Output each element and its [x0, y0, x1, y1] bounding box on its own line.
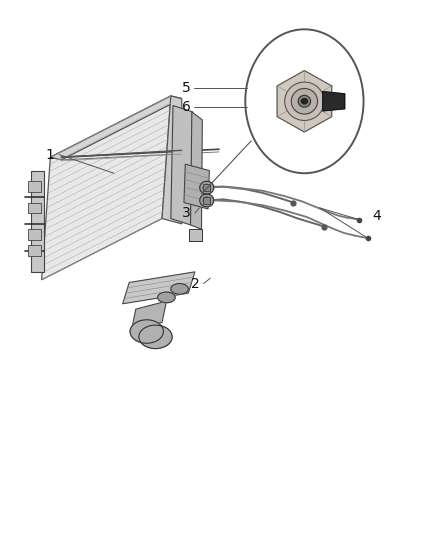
- Polygon shape: [131, 301, 166, 330]
- Ellipse shape: [158, 292, 175, 303]
- Ellipse shape: [298, 95, 311, 107]
- FancyBboxPatch shape: [28, 229, 41, 240]
- Text: 1: 1: [46, 148, 55, 161]
- Text: 2: 2: [191, 277, 199, 290]
- Text: 3: 3: [182, 206, 191, 220]
- Ellipse shape: [130, 320, 163, 343]
- FancyBboxPatch shape: [28, 245, 41, 256]
- Polygon shape: [162, 96, 182, 224]
- Ellipse shape: [301, 99, 307, 104]
- Polygon shape: [323, 92, 345, 111]
- Polygon shape: [42, 96, 171, 280]
- FancyBboxPatch shape: [203, 197, 210, 204]
- Polygon shape: [184, 164, 209, 209]
- Text: 4: 4: [372, 209, 381, 223]
- Polygon shape: [191, 112, 202, 229]
- FancyBboxPatch shape: [28, 203, 41, 213]
- Text: 5: 5: [182, 81, 191, 95]
- Ellipse shape: [200, 194, 214, 207]
- Ellipse shape: [200, 181, 214, 194]
- Polygon shape: [50, 96, 182, 160]
- Ellipse shape: [139, 325, 172, 349]
- FancyBboxPatch shape: [28, 181, 41, 192]
- Polygon shape: [123, 272, 195, 304]
- Polygon shape: [31, 171, 44, 272]
- Ellipse shape: [291, 88, 318, 114]
- Circle shape: [245, 29, 364, 173]
- Bar: [189, 229, 202, 241]
- Polygon shape: [277, 70, 332, 132]
- Ellipse shape: [285, 82, 324, 120]
- FancyBboxPatch shape: [203, 184, 210, 191]
- Ellipse shape: [171, 284, 188, 294]
- Polygon shape: [171, 106, 193, 225]
- Text: 6: 6: [182, 100, 191, 114]
